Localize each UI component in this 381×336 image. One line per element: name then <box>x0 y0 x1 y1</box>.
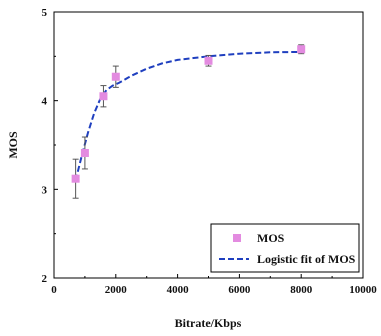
x-tick-label: 0 <box>51 284 57 296</box>
legend-label-mos: MOS <box>257 231 285 245</box>
mos-point <box>99 92 108 101</box>
legend: MOS Logistic fit of MOS <box>210 223 360 273</box>
x-tick-label: 8000 <box>290 284 313 296</box>
mos-point <box>111 72 120 81</box>
x-tick-label: 2000 <box>105 284 128 296</box>
y-tick-label: 2 <box>42 273 48 285</box>
y-tick-label: 5 <box>42 7 48 19</box>
y-axis-label: MOS <box>6 131 20 159</box>
legend-label-fit: Logistic fit of MOS <box>257 252 356 266</box>
mos-point <box>80 148 89 157</box>
points-layer <box>71 44 306 199</box>
x-axis-label: Bitrate/Kbps <box>175 316 242 330</box>
fit-line-layer <box>74 50 302 181</box>
fit-line-logistic <box>74 50 302 181</box>
y-tick-label: 4 <box>42 96 48 108</box>
x-tick-label: 4000 <box>167 284 190 296</box>
x-tick-label: 6000 <box>228 284 251 296</box>
y-tick-label: 3 <box>42 184 48 196</box>
mos-point <box>297 45 306 54</box>
legend-marker-mos <box>233 234 241 242</box>
x-tick-label: 10000 <box>349 284 377 296</box>
mos-point <box>204 56 213 65</box>
legend-box <box>210 223 360 273</box>
axes: 0 2000 4000 6000 8000 10000 2 3 4 5 <box>42 7 378 296</box>
mos-point <box>71 174 80 183</box>
